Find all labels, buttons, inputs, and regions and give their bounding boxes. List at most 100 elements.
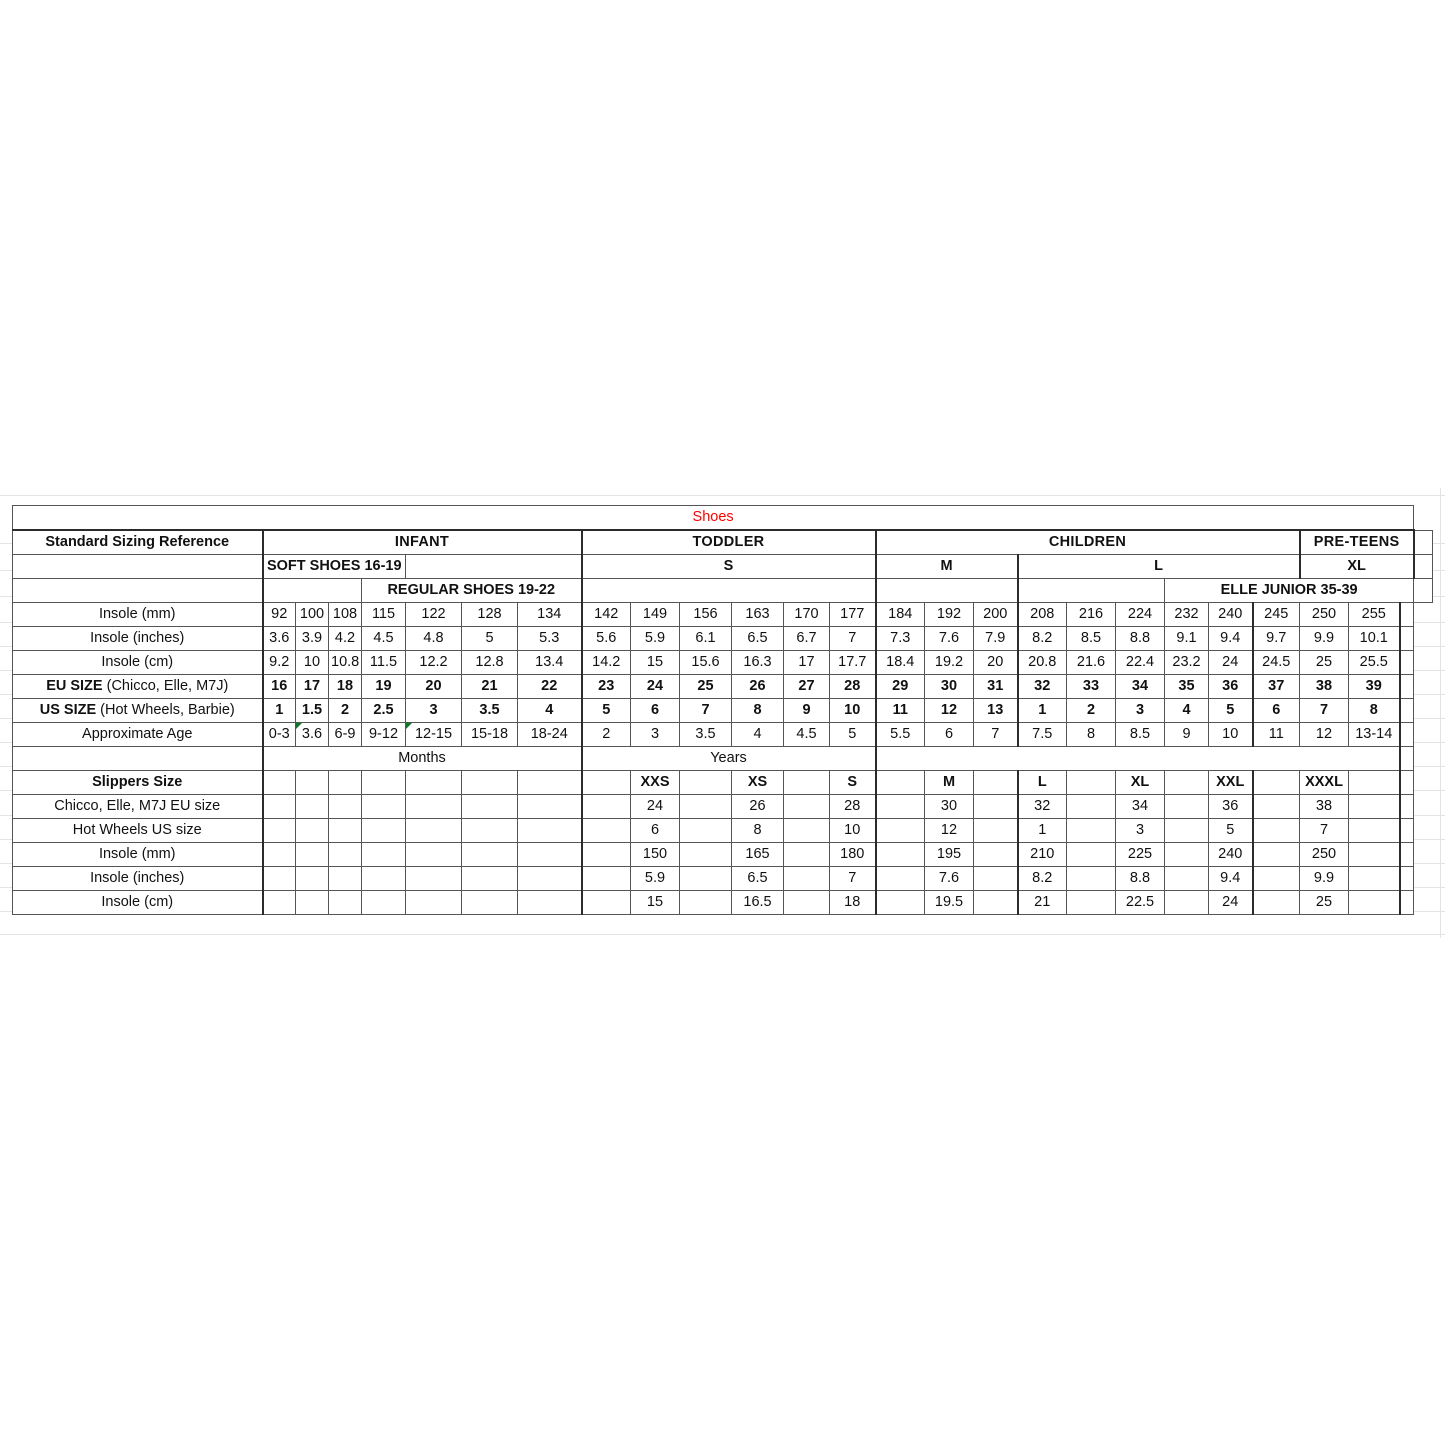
- table-cell: 18-24: [517, 722, 582, 747]
- table-cell: 170: [783, 602, 830, 627]
- slippers-cell: 1: [1016, 818, 1067, 843]
- slippers-cell-empty: [580, 794, 631, 819]
- table-cell: 3: [405, 698, 462, 723]
- slippers-cell-empty: [973, 818, 1018, 843]
- slippers-cell-empty: [1251, 890, 1300, 915]
- table-cell: 208: [1016, 602, 1067, 627]
- table-cell: 7.6: [924, 626, 974, 651]
- table-cell: 9.4: [1208, 626, 1253, 651]
- slippers-cell-empty: [295, 794, 329, 819]
- table-cell: 11: [1251, 722, 1300, 747]
- table-row: EU SIZE (Chicco, Elle, M7J) 16 17 18 19 20 21 2…: [12, 674, 1433, 699]
- slippers-cell-empty: [1164, 842, 1209, 867]
- slippers-cell-empty: [328, 866, 362, 891]
- table-cell: 9.7: [1251, 626, 1300, 651]
- row-label-blank-2: [12, 578, 263, 603]
- slippers-cell-empty: [580, 890, 631, 915]
- slippers-cell-empty: [517, 866, 582, 891]
- table-cell: 92: [261, 602, 296, 627]
- slippers-cell-empty: [405, 890, 462, 915]
- table-cell: 30: [924, 674, 974, 699]
- table-cell: 7: [829, 626, 876, 651]
- table-cell: 163: [731, 602, 784, 627]
- slippers-cell-empty: [580, 818, 631, 843]
- regular-shoes-label: REGULAR SHOES 19-22: [361, 578, 582, 603]
- slippers-cell-empty: [295, 842, 329, 867]
- band-infant: INFANT: [261, 529, 582, 555]
- table-cell: 4.2: [328, 626, 362, 651]
- slippers-row-label: Chicco, Elle, M7J EU size: [12, 794, 263, 819]
- table-cell: 6: [630, 698, 680, 723]
- table-cell: 5: [580, 698, 631, 723]
- slippers-cell-empty: [517, 770, 582, 795]
- shoes-sizing-table: Shoes Standard Sizing Reference INFANT T…: [11, 505, 1433, 915]
- table-cell: 8.2: [1016, 626, 1067, 651]
- table-row: Approximate Age 0-3 3.6 6-9 9-12 12-15 15-18 18…: [12, 722, 1433, 747]
- spacer-cell: [1398, 842, 1415, 867]
- slippers-cell-empty: [874, 794, 925, 819]
- slippers-cell-empty: [261, 842, 296, 867]
- table-cell: 18: [328, 674, 362, 699]
- slippers-cell-empty: [580, 842, 631, 867]
- slippers-cell-empty: [679, 842, 732, 867]
- table-cell: 18.4: [874, 650, 925, 675]
- slippers-cell: 180: [829, 842, 876, 867]
- sheet-title-row: Shoes: [11, 505, 1433, 531]
- size-letter-l: L: [1016, 554, 1300, 579]
- table-cell: 192: [924, 602, 974, 627]
- table-cell: 2: [580, 722, 631, 747]
- table-cell: 24: [630, 674, 680, 699]
- table-cell: 12-15: [405, 722, 462, 747]
- table-cell: 32: [1016, 674, 1067, 699]
- row-label: Insole (mm): [12, 602, 263, 627]
- slippers-cell-empty: [1164, 890, 1209, 915]
- table-cell: 3: [1115, 698, 1165, 723]
- slippers-cell: 32: [1016, 794, 1067, 819]
- table-cell: 4.8: [405, 626, 462, 651]
- shoe-line-row: REGULAR SHOES 19-22 ELLE JUNIOR 35-39: [12, 578, 1433, 603]
- slippers-cell: 25: [1299, 890, 1349, 915]
- slippers-cell-empty: [405, 794, 462, 819]
- slippers-cell-empty: [783, 842, 830, 867]
- slippers-cell: 12: [924, 818, 974, 843]
- table-cell: 31: [973, 674, 1018, 699]
- slippers-cell: 195: [924, 842, 974, 867]
- row-label-main: EU SIZE: [46, 678, 103, 694]
- slippers-cell-empty: [517, 842, 582, 867]
- table-cell: 3: [630, 722, 680, 747]
- table-cell: 108: [328, 602, 362, 627]
- table-cell: 14.2: [580, 650, 631, 675]
- table-cell: 7: [679, 698, 732, 723]
- slippers-cell: 150: [630, 842, 680, 867]
- slippers-cell: 225: [1115, 842, 1165, 867]
- table-cell: 12: [924, 698, 974, 723]
- band-preteens: PRE-TEENS: [1298, 529, 1415, 555]
- row-label: Insole (cm): [12, 650, 263, 675]
- table-row: Insole (inches) 3.6 3.9 4.2 4.5 4.8 5 5.3 5.6 5.9…: [12, 626, 1433, 651]
- table-cell: 5.9: [630, 626, 680, 651]
- slippers-cell-empty: [328, 794, 362, 819]
- table-cell: 10.1: [1348, 626, 1401, 651]
- table-cell: 25: [1299, 650, 1349, 675]
- slippers-cell: XXL: [1208, 770, 1253, 795]
- slippers-cell-empty: [405, 866, 462, 891]
- table-cell: 245: [1251, 602, 1300, 627]
- sizing-table-container: Shoes Standard Sizing Reference INFANT T…: [11, 505, 1433, 915]
- table-cell: 4.5: [783, 722, 830, 747]
- slippers-cell-empty: [361, 794, 406, 819]
- row-label-main: US SIZE: [39, 702, 97, 718]
- slippers-cell: 250: [1299, 842, 1349, 867]
- table-cell: 5.5: [874, 722, 925, 747]
- slippers-row-label: Insole (mm): [12, 842, 263, 867]
- band-children: CHILDREN: [874, 529, 1300, 555]
- slippers-cell: 28: [829, 794, 876, 819]
- slippers-data-row: Chicco, Elle, M7J EU size 24 26 28 30 32…: [12, 794, 1433, 819]
- table-cell: 2: [328, 698, 362, 723]
- slippers-cell-empty: [261, 818, 296, 843]
- slippers-cell: 240: [1208, 842, 1253, 867]
- slippers-cell-empty: [1348, 770, 1401, 795]
- slippers-cell-empty: [328, 890, 362, 915]
- table-cell: 20: [405, 674, 462, 699]
- table-cell: 9.1: [1164, 626, 1209, 651]
- table-cell: 38: [1299, 674, 1349, 699]
